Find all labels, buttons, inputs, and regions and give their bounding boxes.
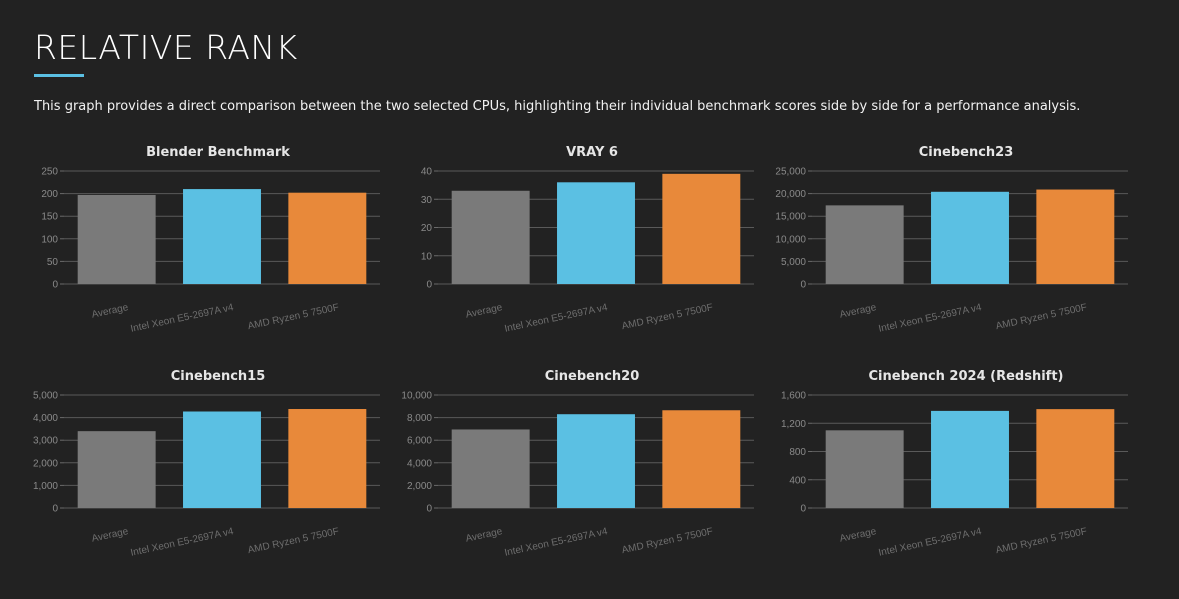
bar-average[interactable] xyxy=(77,431,156,508)
category-label-amd-ryzen-5-7500f: AMD Ryzen 5 7500F xyxy=(995,526,1088,556)
page-title: RELATIVE RANK xyxy=(34,28,298,67)
category-label-average: Average xyxy=(839,526,878,545)
y-tick-label: 800 xyxy=(789,447,806,458)
category-label-amd-ryzen-5-7500f: AMD Ryzen 5 7500F xyxy=(995,302,1088,332)
y-tick-label: 0 xyxy=(52,280,58,291)
category-label-intel-xeon-e5-2697a-v4: Intel Xeon E5-2697A v4 xyxy=(878,302,983,335)
y-tick-label: 4,000 xyxy=(33,413,58,424)
chart-title: VRAY 6 xyxy=(566,145,618,160)
bar-amd-ryzen-5-7500f[interactable] xyxy=(1036,409,1115,508)
category-label-intel-xeon-e5-2697a-v4: Intel Xeon E5-2697A v4 xyxy=(130,302,235,335)
bar-intel-xeon-e5-2697a-v4[interactable] xyxy=(557,414,635,508)
bar-amd-ryzen-5-7500f[interactable] xyxy=(662,173,741,284)
bar-average[interactable] xyxy=(825,205,904,284)
y-tick-label: 8,000 xyxy=(407,413,432,424)
y-tick-label: 40 xyxy=(421,167,433,178)
y-tick-label: 0 xyxy=(800,280,806,291)
bar-amd-ryzen-5-7500f[interactable] xyxy=(1036,189,1115,284)
y-tick-label: 0 xyxy=(52,504,58,515)
bar-intel-xeon-e5-2697a-v4[interactable] xyxy=(931,191,1009,284)
y-tick-label: 10,000 xyxy=(401,391,432,402)
category-label-average: Average xyxy=(465,302,504,321)
chart-blender-benchmark: Blender Benchmark 0 50 100 150 200 250 Average I… xyxy=(28,138,388,335)
category-label-amd-ryzen-5-7500f: AMD Ryzen 5 7500F xyxy=(621,302,714,332)
y-tick-label: 10,000 xyxy=(775,234,806,245)
bar-intel-xeon-e5-2697a-v4[interactable] xyxy=(183,411,261,508)
y-tick-label: 1,600 xyxy=(781,391,806,402)
y-tick-label: 30 xyxy=(421,195,433,206)
chart-svg: Cinebench20 0 2,000 4,000 6,000 8,000 10,000 Av… xyxy=(401,369,754,559)
bar-intel-xeon-e5-2697a-v4[interactable] xyxy=(931,410,1009,508)
chart-svg: Cinebench23 0 5,000 10,000 15,000 20,000 25,00… xyxy=(775,145,1128,335)
category-label-intel-xeon-e5-2697a-v4: Intel Xeon E5-2697A v4 xyxy=(504,302,609,335)
y-tick-label: 6,000 xyxy=(407,436,432,447)
y-tick-label: 3,000 xyxy=(33,436,58,447)
bar-average[interactable] xyxy=(77,194,156,284)
y-tick-label: 15,000 xyxy=(775,212,806,223)
y-tick-label: 10 xyxy=(421,251,433,262)
y-tick-label: 150 xyxy=(41,212,58,223)
y-tick-label: 400 xyxy=(789,475,806,486)
y-tick-label: 5,000 xyxy=(33,391,58,402)
bar-intel-xeon-e5-2697a-v4[interactable] xyxy=(183,189,261,284)
bar-amd-ryzen-5-7500f[interactable] xyxy=(288,192,367,284)
category-label-average: Average xyxy=(91,302,130,321)
bar-average[interactable] xyxy=(451,190,530,284)
chart-title: Cinebench15 xyxy=(171,369,266,384)
y-tick-label: 20,000 xyxy=(775,189,806,200)
bar-average[interactable] xyxy=(825,430,904,508)
category-label-average: Average xyxy=(91,526,130,545)
chart-vray-6: VRAY 6 0 10 20 30 40 Average Intel Xeon E5-2697… xyxy=(402,138,762,335)
category-label-amd-ryzen-5-7500f: AMD Ryzen 5 7500F xyxy=(247,526,340,556)
chart-title: Blender Benchmark xyxy=(146,145,290,160)
y-tick-label: 200 xyxy=(41,189,58,200)
category-label-average: Average xyxy=(839,302,878,321)
bar-intel-xeon-e5-2697a-v4[interactable] xyxy=(557,182,635,284)
chart-cinebench-2024-redshift: Cinebench 2024 (Redshift) 0 400 800 1,200 1,6… xyxy=(776,362,1136,559)
y-tick-label: 250 xyxy=(41,167,58,178)
title-underline xyxy=(34,74,84,77)
page-description: This graph provides a direct comparison … xyxy=(34,99,1081,114)
y-tick-label: 25,000 xyxy=(775,167,806,178)
y-tick-label: 0 xyxy=(426,280,432,291)
category-label-amd-ryzen-5-7500f: AMD Ryzen 5 7500F xyxy=(621,526,714,556)
category-label-intel-xeon-e5-2697a-v4: Intel Xeon E5-2697A v4 xyxy=(504,526,609,559)
category-label-intel-xeon-e5-2697a-v4: Intel Xeon E5-2697A v4 xyxy=(130,526,235,559)
y-tick-label: 2,000 xyxy=(33,458,58,469)
chart-title: Cinebench23 xyxy=(919,145,1014,160)
chart-cinebench23: Cinebench23 0 5,000 10,000 15,000 20,000 25,00… xyxy=(775,138,1136,335)
bar-amd-ryzen-5-7500f[interactable] xyxy=(662,410,741,508)
y-tick-label: 0 xyxy=(800,504,806,515)
y-tick-label: 5,000 xyxy=(781,257,806,268)
y-tick-label: 1,200 xyxy=(781,419,806,430)
y-tick-label: 4,000 xyxy=(407,458,432,469)
chart-svg: Blender Benchmark 0 50 100 150 200 250 Average I… xyxy=(41,145,380,335)
y-tick-label: 2,000 xyxy=(407,481,432,492)
y-tick-label: 50 xyxy=(47,257,59,268)
chart-cinebench20: Cinebench20 0 2,000 4,000 6,000 8,000 10,000 Av… xyxy=(401,362,762,559)
bar-amd-ryzen-5-7500f[interactable] xyxy=(288,409,367,508)
category-label-amd-ryzen-5-7500f: AMD Ryzen 5 7500F xyxy=(247,302,340,332)
y-tick-label: 20 xyxy=(421,223,433,234)
chart-title: Cinebench20 xyxy=(545,369,640,384)
chart-title: Cinebench 2024 (Redshift) xyxy=(869,369,1064,384)
category-label-average: Average xyxy=(465,526,504,545)
chart-cinebench15: Cinebench15 0 1,000 2,000 3,000 4,000 5,000 Ave… xyxy=(28,362,388,559)
chart-svg: VRAY 6 0 10 20 30 40 Average Intel Xeon E5-2697… xyxy=(421,145,754,335)
chart-svg: Cinebench 2024 (Redshift) 0 400 800 1,200 1,6… xyxy=(781,369,1128,559)
bar-average[interactable] xyxy=(451,429,530,508)
y-tick-label: 1,000 xyxy=(33,481,58,492)
y-tick-label: 100 xyxy=(41,234,58,245)
chart-svg: Cinebench15 0 1,000 2,000 3,000 4,000 5,000 Ave… xyxy=(33,369,380,559)
y-tick-label: 0 xyxy=(426,504,432,515)
category-label-intel-xeon-e5-2697a-v4: Intel Xeon E5-2697A v4 xyxy=(878,526,983,559)
